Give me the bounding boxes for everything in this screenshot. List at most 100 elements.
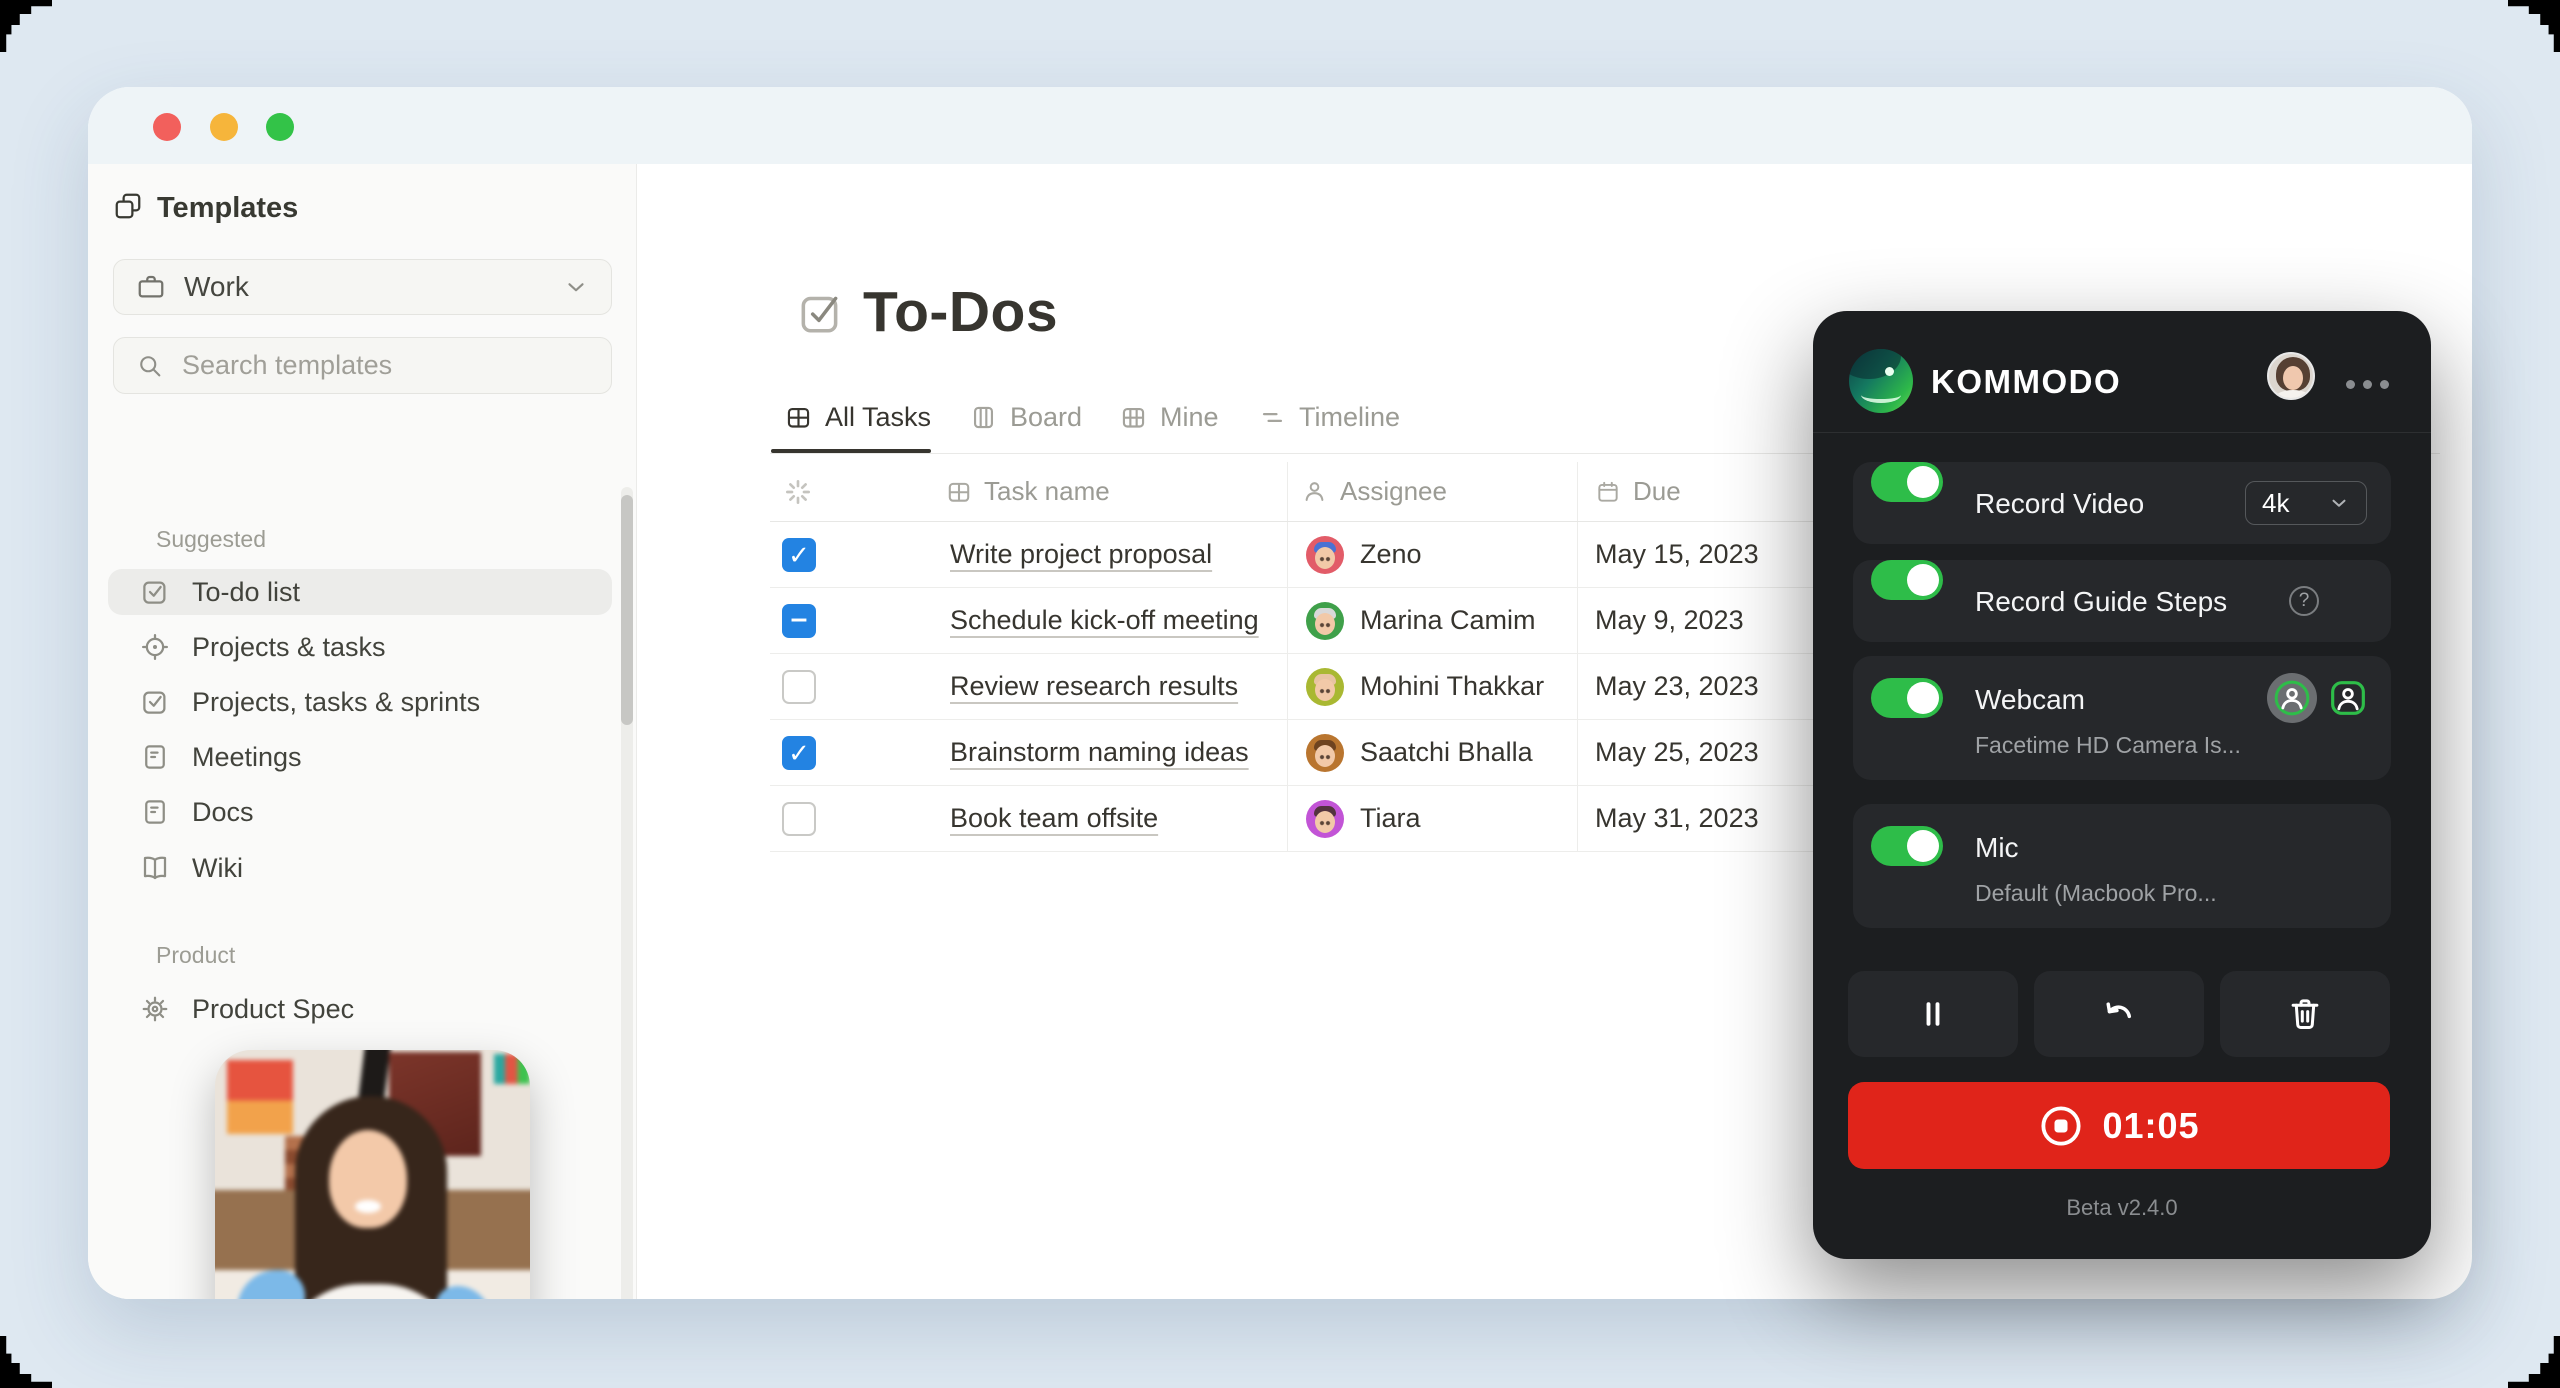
workspace-selector[interactable]: Work (113, 259, 612, 315)
table-row: Schedule kick-off meeting Marina Camim M… (770, 588, 1882, 654)
setting-label: Mic (1975, 832, 2019, 863)
tab-timeline[interactable]: Timeline (1259, 397, 1400, 437)
loading-spinner-icon (782, 462, 814, 521)
task-name-link[interactable]: Write project proposal (950, 539, 1213, 569)
webcam-video-frame (215, 1050, 530, 1299)
avatar (1306, 536, 1344, 574)
brand-name: KOMMODO (1931, 363, 2122, 400)
gear-icon (140, 994, 170, 1024)
recording-timer: 01:05 (2102, 1104, 2200, 1146)
task-name-link[interactable]: Book team offsite (950, 803, 1159, 833)
task-checkbox[interactable] (782, 604, 816, 638)
task-checkbox[interactable] (782, 538, 816, 572)
screen-corner (2508, 1336, 2560, 1388)
sidebar-scrollbar-track[interactable] (621, 487, 633, 1299)
timeline-icon (1259, 404, 1286, 431)
tab-separator (770, 453, 2440, 454)
setting-record-guide-steps: Record Guide Steps ? (1853, 560, 2391, 642)
tasks-table: Task name Assignee Due Write project pro… (770, 462, 1882, 852)
webcam-toggle[interactable] (1871, 678, 1943, 718)
record-video-toggle[interactable] (1871, 462, 1943, 502)
column-header-assignee[interactable]: Assignee (1301, 462, 1447, 521)
screen-corner (0, 1336, 52, 1388)
sidebar-header: Templates (113, 191, 298, 226)
record-guide-steps-toggle[interactable] (1871, 560, 1943, 600)
sidebar-item-wiki[interactable]: Wiki (108, 845, 612, 891)
due-date: May 31, 2023 (1595, 803, 1759, 833)
sidebar-item-projects-tasks[interactable]: Projects & tasks (108, 624, 612, 670)
help-icon[interactable]: ? (2289, 586, 2319, 616)
task-checkbox[interactable] (782, 802, 816, 836)
table-row: Write project proposal Zeno May 15, 2023 (770, 522, 1882, 588)
restart-button[interactable] (2034, 971, 2204, 1057)
page-title: To-Dos (863, 280, 1059, 344)
due-date: May 25, 2023 (1595, 737, 1759, 767)
webcam-square-mode-icon[interactable] (2328, 678, 2368, 718)
recorder-panel: KOMMODO Record Video 4k Record Guide Ste… (1813, 311, 2431, 1259)
stop-recording-button[interactable]: 01:05 (1848, 1082, 2390, 1169)
task-checkbox[interactable] (782, 736, 816, 770)
webcam-preview[interactable] (215, 1050, 530, 1299)
undo-icon (2106, 1002, 2132, 1019)
sidebar-item-docs[interactable]: Docs (108, 789, 612, 835)
webcam-circle-mode-icon[interactable] (2267, 673, 2317, 723)
assignee-name: Zeno (1360, 539, 1422, 569)
stop-icon (2041, 1105, 2082, 1146)
avatar (1306, 800, 1344, 838)
target-icon (140, 632, 170, 662)
grid-icon (1120, 404, 1147, 431)
zoom-button[interactable] (266, 113, 294, 141)
setting-subtitle: Default (Macbook Pro... (1975, 880, 2217, 906)
sidebar-item-meetings[interactable]: Meetings (108, 734, 612, 780)
column-header-due[interactable]: Due (1595, 462, 1681, 521)
section-label-product: Product (156, 942, 236, 968)
sidebar-item-todo-list[interactable]: To-do list (108, 569, 612, 615)
book-icon (140, 853, 170, 883)
table-header-row: Task name Assignee Due (770, 462, 1882, 522)
user-avatar[interactable] (2267, 352, 2315, 400)
resolution-dropdown[interactable]: 4k (2245, 481, 2367, 525)
task-name-link[interactable]: Brainstorm naming ideas (950, 737, 1249, 767)
setting-webcam: Webcam Facetime HD Camera Is... (1853, 656, 2391, 780)
tab-all-tasks[interactable]: All Tasks (785, 397, 931, 437)
due-date: May 15, 2023 (1595, 539, 1759, 569)
assignee-name: Saatchi Bhalla (1360, 737, 1533, 767)
column-header-task-name[interactable]: Task name (946, 462, 1110, 521)
avatar (1306, 602, 1344, 640)
mic-toggle[interactable] (1871, 826, 1943, 866)
document-icon (140, 742, 170, 772)
tab-mine[interactable]: Mine (1120, 397, 1219, 437)
pause-button[interactable] (1848, 971, 2018, 1057)
task-name-link[interactable]: Review research results (950, 671, 1239, 701)
setting-mic: Mic Default (Macbook Pro... (1853, 804, 2391, 928)
close-button[interactable] (153, 113, 181, 141)
setting-label: Record Guide Steps (1975, 586, 2228, 617)
check-square-icon (140, 687, 170, 717)
minimize-button[interactable] (210, 113, 238, 141)
section-label-suggested: Suggested (156, 526, 266, 552)
task-checkbox[interactable] (782, 670, 816, 704)
due-date: May 9, 2023 (1595, 605, 1744, 635)
more-options-icon[interactable] (2346, 380, 2389, 389)
sidebar-item-projects-tasks-sprints[interactable]: Projects, tasks & sprints (108, 679, 612, 725)
task-name-link[interactable]: Schedule kick-off meeting (950, 605, 1259, 635)
delete-button[interactable] (2220, 971, 2390, 1057)
search-box[interactable] (113, 337, 612, 394)
due-date: May 23, 2023 (1595, 671, 1759, 701)
search-input[interactable] (180, 349, 595, 382)
setting-label: Record Video (1975, 488, 2145, 519)
workspace-value: Work (184, 271, 249, 302)
pause-icon (1926, 1002, 1940, 1026)
table-icon (785, 404, 812, 431)
screen-corner (0, 0, 52, 52)
assignee-name: Mohini Thakkar (1360, 671, 1545, 701)
sidebar-scrollbar-thumb[interactable] (621, 495, 633, 725)
screen-corner (2508, 0, 2560, 52)
assignee-name: Marina Camim (1360, 605, 1536, 635)
setting-label: Webcam (1975, 684, 2085, 715)
tab-board[interactable]: Board (970, 397, 1082, 437)
search-icon (136, 352, 164, 380)
kommodo-logo-icon (1849, 349, 1913, 413)
sidebar-item-product-spec[interactable]: Product Spec (108, 986, 612, 1032)
panel-divider (1813, 432, 2431, 433)
